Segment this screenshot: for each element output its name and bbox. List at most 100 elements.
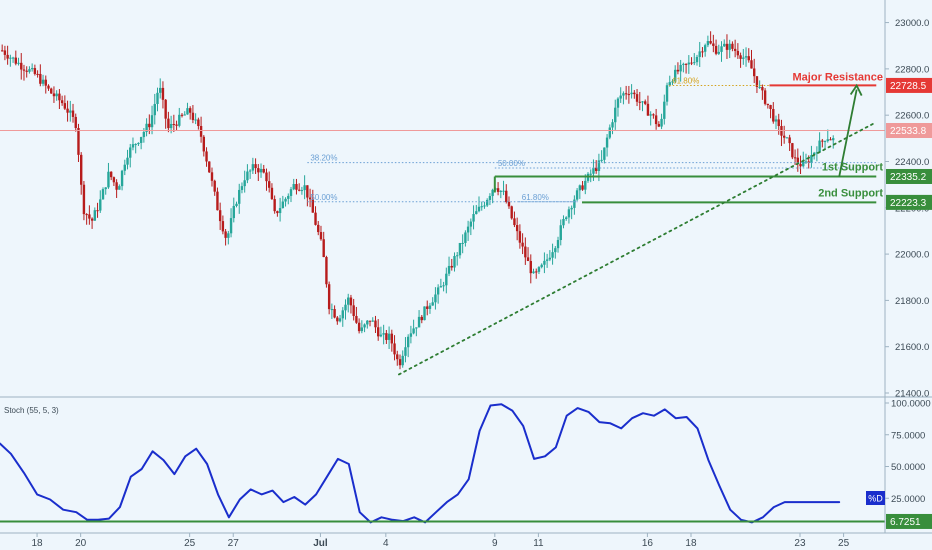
candle-body [567,209,571,218]
candle-body [723,43,726,47]
candle [502,180,505,196]
candle [535,268,538,279]
candle-body [826,139,829,142]
candle [156,87,159,112]
candle [284,197,287,207]
candle [213,179,216,196]
candle [832,135,835,149]
candle-body [812,152,816,156]
candle-body [47,85,50,89]
candle [695,54,699,66]
candle-body [243,180,246,187]
candle [208,161,211,173]
candle-body [832,138,835,141]
candle [131,137,135,151]
candle [570,205,573,220]
candle-body [197,119,200,127]
candle [248,169,252,179]
candle-body [112,177,116,183]
candle-body [584,180,587,190]
candle-body [505,190,508,202]
candle-body [55,93,58,97]
candle [93,207,97,221]
candle [772,102,775,124]
candle-body [88,214,91,219]
candle-body [273,199,276,212]
current-price-badge-bg [886,123,932,139]
candle-body [671,81,674,83]
candle-body [292,184,295,190]
candle-body [77,127,80,155]
candle [431,297,434,306]
candle-body [510,206,513,219]
candle [199,116,203,143]
candle [322,231,325,258]
candle-body [518,231,522,243]
candle [150,105,154,135]
candle [469,218,473,236]
candle [167,111,170,133]
candle-body [766,103,770,106]
candle [785,137,789,139]
candle [39,64,42,87]
candle [633,90,636,99]
candle-body [118,186,121,190]
candle [698,41,701,68]
candle-body [188,108,192,113]
candle-body [150,115,154,128]
candle [524,237,527,265]
candle-body [635,94,639,102]
candle-body [488,196,492,200]
candle-body [679,64,682,72]
candle [802,151,805,168]
candle-body [371,320,374,322]
candle [240,182,244,194]
candle-body [477,206,481,212]
candle-body [20,62,23,70]
candle [709,31,712,45]
fib-level-label: 50.00% [498,159,525,168]
candle-body [673,69,677,82]
candle [289,186,293,203]
candle-body [191,112,195,120]
candle [109,171,113,181]
candle [360,320,364,334]
candle [20,53,23,80]
candle-body [657,124,661,127]
candle [85,213,88,225]
candle-body [374,320,377,328]
candle-body [663,101,666,119]
candle-body [202,136,206,152]
candle-body [524,246,527,258]
candle-body [614,107,617,123]
candle [341,307,344,327]
candle [815,146,819,162]
level-price-badge: 22728.5 [886,77,932,93]
candle [594,160,598,174]
candle [216,187,219,211]
candle-body [810,155,813,163]
candle-body [199,126,203,137]
candle-body [93,210,97,221]
candle-body [758,86,761,88]
candle [164,99,167,129]
candle-body [172,123,176,125]
candle [720,41,723,62]
candle-body [137,142,140,145]
candle-body [79,154,83,185]
candle [562,215,565,229]
candle-body [115,182,118,190]
candle [161,81,165,109]
candle [826,129,829,143]
candle-body [649,114,652,116]
candle-body [763,90,767,104]
candle-body [167,118,170,129]
candle [281,195,285,209]
candle [679,59,682,82]
level-price-badge: 22223.3 [886,194,932,210]
candle-body [153,103,156,116]
candle [434,287,437,310]
candle [74,113,77,132]
candle [733,39,737,58]
candle-body [366,320,369,325]
